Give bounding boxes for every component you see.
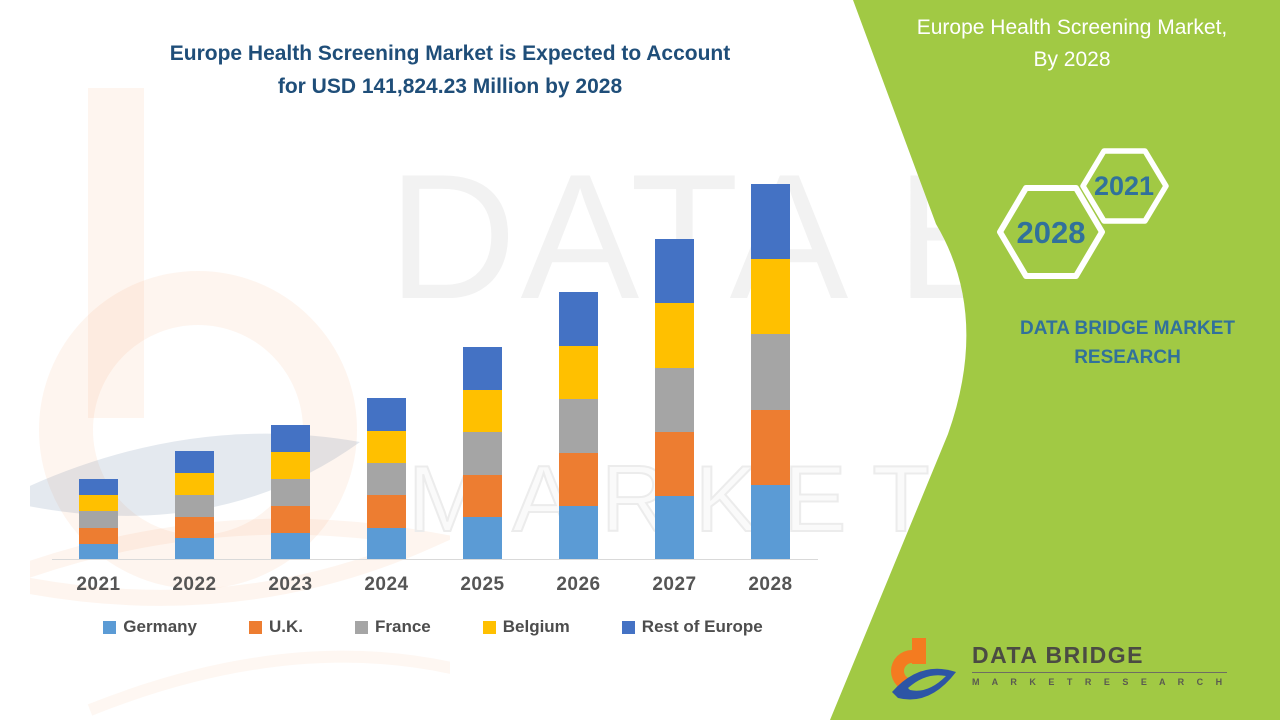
bar-segment-germany-2028	[751, 484, 790, 560]
bar-segment-u-k--2025	[463, 474, 502, 518]
bar-segment-u-k--2024	[367, 495, 406, 528]
bar-segment-france-2022	[175, 494, 214, 517]
bar-segment-france-2026	[559, 399, 598, 453]
x-axis-label-2026: 2026	[556, 574, 601, 595]
bar-segment-rest-of-europe-2023	[271, 424, 310, 452]
bar-segment-belgium-2025	[463, 389, 502, 433]
bar-segment-france-2028	[751, 334, 790, 410]
bar-segment-belgium-2024	[367, 430, 406, 463]
bar-segment-u-k--2027	[655, 431, 694, 496]
hexagon-2028-label: 2028	[1017, 215, 1086, 250]
stacked-bar-2023	[271, 424, 310, 560]
legend-swatch-icon	[354, 620, 368, 634]
bar-segment-rest-of-europe-2025	[463, 347, 502, 390]
bar-segment-u-k--2023	[271, 505, 310, 533]
x-axis-label-2025: 2025	[460, 574, 505, 595]
bar-segment-rest-of-europe-2021	[79, 479, 118, 496]
stacked-bar-2024	[367, 398, 406, 560]
logo-name-text: DATA BRIDGE	[972, 644, 1228, 673]
bar-segment-belgium-2028	[751, 259, 790, 335]
bar-segment-germany-2024	[367, 527, 406, 560]
stacked-bar-2025	[463, 347, 502, 560]
stacked-bar-2026	[559, 291, 598, 560]
bar-segment-u-k--2026	[559, 452, 598, 507]
databridge-logo-icon	[891, 638, 956, 700]
bar-segment-germany-2025	[463, 517, 502, 560]
bar-segment-germany-2021	[79, 543, 118, 560]
bar-segment-belgium-2021	[79, 495, 118, 512]
bar-segment-france-2024	[367, 462, 406, 496]
side-panel-brand-text: DATA BRIDGE MARKET RESEARCH	[990, 314, 1265, 373]
bar-segment-germany-2026	[559, 506, 598, 560]
x-axis-label-2021: 2021	[76, 574, 121, 595]
brand-text-line1: DATA BRIDGE MARKET	[1020, 318, 1235, 339]
brand-text-line2: RESEARCH	[1074, 347, 1181, 369]
bar-segment-france-2027	[655, 367, 694, 432]
legend-swatch-icon	[103, 620, 117, 634]
chart-title-line2: for USD 141,824.23 Million by 2028	[277, 74, 623, 98]
bar-segment-belgium-2023	[271, 451, 310, 479]
bar-segment-france-2025	[463, 432, 502, 475]
side-panel-title-line1: Europe Health Screening Market,	[916, 16, 1228, 39]
bar-segment-rest-of-europe-2022	[175, 451, 214, 474]
legend-swatch-icon	[482, 620, 496, 634]
bar-segment-germany-2027	[655, 495, 694, 560]
x-axis-label-2028: 2028	[748, 574, 793, 595]
legend-label: U.K.	[268, 617, 303, 636]
logo-subtitle-text: M A R K E T R E S E A R C H	[972, 677, 1228, 687]
x-axis-label-2022: 2022	[172, 574, 217, 595]
bar-segment-belgium-2027	[655, 303, 694, 368]
bar-segment-u-k--2021	[79, 527, 118, 544]
bar-segment-germany-2023	[271, 532, 310, 560]
stacked-bar-2022	[175, 451, 214, 560]
chart-legend: Germany U.K. France Belgium Rest of Europe	[0, 617, 866, 637]
databridge-logo: DATA BRIDGE M A R K E T R E S E A R C H	[890, 636, 1228, 706]
bar-segment-u-k--2022	[175, 516, 214, 539]
bar-segment-rest-of-europe-2027	[655, 239, 694, 304]
legend-swatch-icon	[248, 620, 262, 634]
x-axis-label-2024: 2024	[364, 574, 409, 595]
legend-label: France	[374, 617, 431, 636]
chart-title-line1: Europe Health Screening Market is Expect…	[169, 42, 731, 65]
bar-segment-belgium-2026	[559, 345, 598, 400]
legend-item-france: France	[354, 617, 431, 637]
stacked-bar-2021	[79, 479, 118, 560]
bar-segment-germany-2022	[175, 538, 214, 560]
legend-item-germany: Germany	[103, 617, 197, 637]
x-axis-label-2027: 2027	[652, 574, 697, 595]
bar-segment-france-2023	[271, 478, 310, 506]
x-axis-line	[52, 559, 818, 560]
bar-segment-u-k--2028	[751, 409, 790, 485]
hexagon-badges: 2021 2028	[997, 148, 1169, 279]
side-panel-title-line2: By 2028	[1033, 47, 1111, 71]
side-panel-title: Europe Health Screening Market, By 2028	[880, 12, 1264, 75]
legend-item-rest-of-europe: Rest of Europe	[621, 617, 763, 637]
bar-segment-france-2021	[79, 511, 118, 528]
databridge-logo-wordmark: DATA BRIDGE M A R K E T R E S E A R C H	[972, 644, 1228, 687]
legend-item-belgium: Belgium	[482, 617, 570, 637]
legend-label: Germany	[123, 617, 197, 636]
bar-segment-rest-of-europe-2028	[751, 183, 790, 260]
bar-segment-rest-of-europe-2024	[367, 398, 406, 431]
legend-label: Belgium	[502, 617, 570, 636]
bar-segment-rest-of-europe-2026	[559, 291, 598, 346]
hexagon-2021-label: 2021	[1094, 171, 1154, 201]
legend-label: Rest of Europe	[641, 617, 763, 636]
legend-item-u-k-: U.K.	[248, 617, 303, 637]
chart-title: Europe Health Screening Market is Expect…	[100, 38, 800, 103]
legend-swatch-icon	[621, 620, 635, 634]
x-axis-label-2023: 2023	[268, 574, 313, 595]
bar-segment-belgium-2022	[175, 473, 214, 495]
stacked-bar-2028	[751, 183, 790, 560]
stacked-bar-2027	[655, 239, 694, 560]
